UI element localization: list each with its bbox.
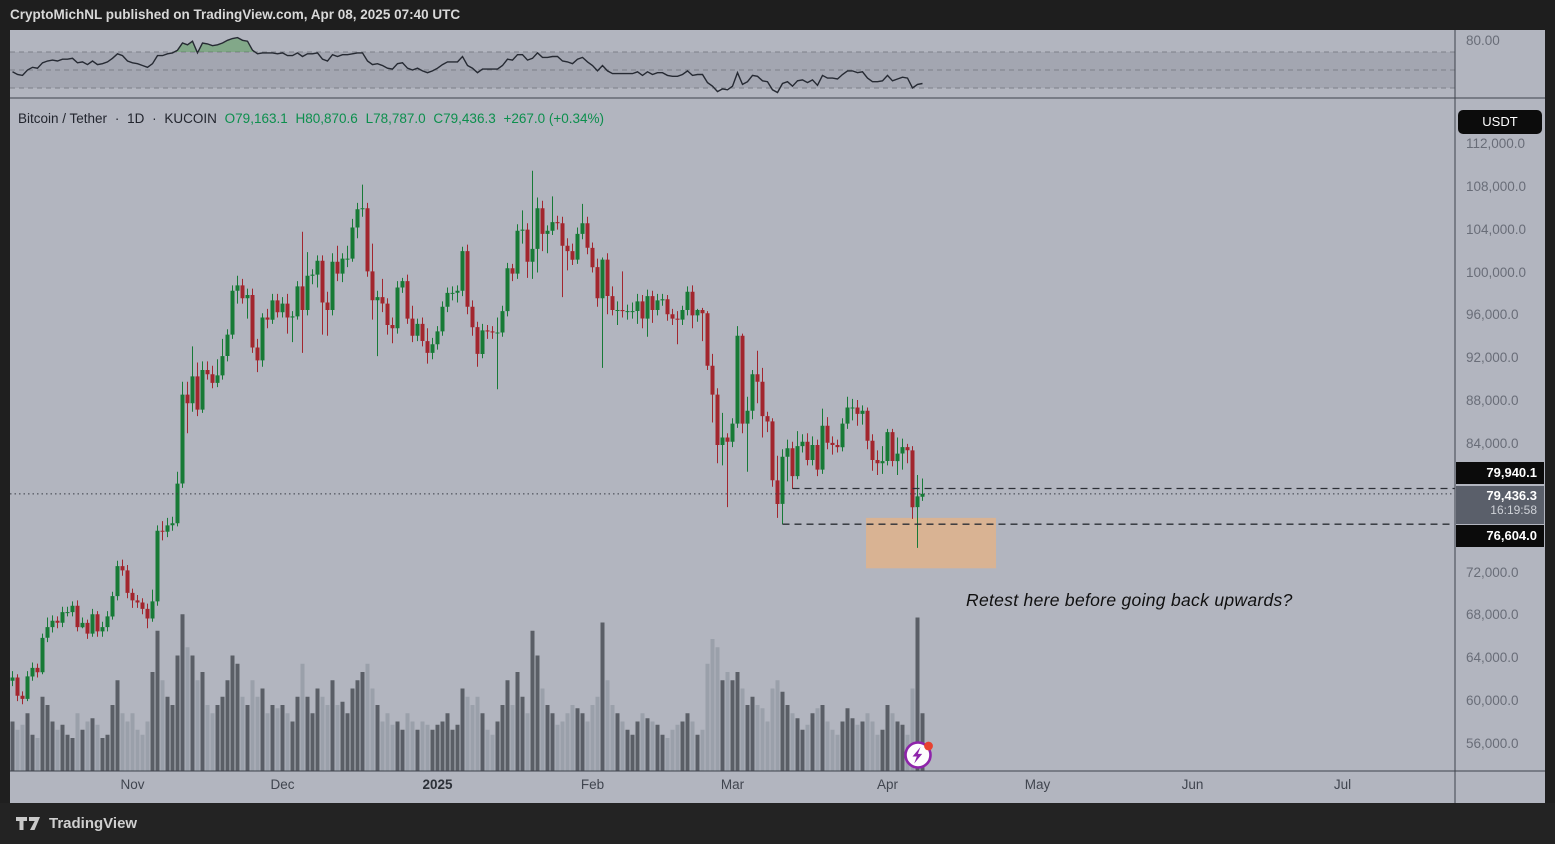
price-tick-label: 64,000.0 — [1466, 650, 1519, 666]
symbol-name[interactable]: Bitcoin / Tether — [18, 111, 108, 126]
bar-countdown: 16:19:58 — [1490, 503, 1537, 517]
time-tick-label: Apr — [876, 777, 899, 792]
lightning-badge-watermark — [904, 741, 933, 769]
time-tick-label: May — [1024, 777, 1051, 792]
chart-area[interactable]: 80.00 Bitcoin / Tether · 1D · KUCOIN O79… — [10, 30, 1545, 803]
price-tick-label: 84,000.0 — [1466, 436, 1519, 451]
current-price-label: 79,436.3 16:19:58 — [1456, 486, 1544, 524]
change-label: +267.0 (+0.34%) — [503, 111, 605, 126]
ohlc-high: H80,870.6 — [295, 111, 358, 126]
interval-label[interactable]: 1D — [127, 111, 145, 126]
current-price-value: 79,436.3 — [1486, 488, 1537, 503]
price-line-label-lower: 76,604.0 — [1456, 525, 1544, 547]
time-tick-label: Dec — [270, 777, 295, 792]
price-tick-label: 88,000.0 — [1466, 393, 1519, 409]
price-tick-label: 72,000.0 — [1466, 564, 1519, 580]
ohlc-open: O79,163.1 — [224, 111, 288, 126]
price-line-label-upper: 79,940.1 — [1456, 462, 1544, 484]
price-tick-label: 68,000.0 — [1466, 607, 1519, 623]
time-tick-label: 2025 — [422, 777, 453, 792]
price-tick-label: 96,000.0 — [1466, 307, 1519, 323]
price-tick-label: 108,000.0 — [1466, 178, 1527, 194]
price-tick-label: 104,000.0 — [1466, 221, 1527, 237]
chart-canvas — [10, 30, 1545, 803]
watermark-dot — [924, 741, 933, 751]
ohlc-low: L78,787.0 — [365, 111, 426, 126]
ohlc-close: C79,436.3 — [433, 111, 496, 126]
publish-header: CryptoMichNL published on TradingView.co… — [0, 0, 1555, 30]
tradingview-brand[interactable]: TradingView — [49, 815, 138, 832]
price-tick-label: 60,000.0 — [1466, 693, 1519, 709]
price-tick-label: 112,000.0 — [1466, 136, 1526, 151]
tradingview-logo-icon[interactable] — [16, 816, 41, 831]
publish-header-text: CryptoMichNL published on TradingView.co… — [10, 7, 461, 22]
footer-bar: TradingView — [0, 803, 1555, 844]
drawing-text-annotation[interactable]: Retest here before going back upwards? — [966, 590, 1293, 610]
time-tick-label: Jun — [1181, 777, 1204, 792]
price-tick-label: 92,000.0 — [1466, 350, 1519, 366]
separator-dot: · — [152, 111, 157, 126]
lightning-icon — [912, 747, 923, 764]
price-tick-label: 100,000.0 — [1466, 264, 1527, 280]
price-tick-label: 56,000.0 — [1466, 736, 1519, 751]
currency-badge[interactable]: USDT — [1458, 110, 1542, 134]
time-tick-label: Feb — [580, 777, 605, 792]
time-tick-label: Jul — [1333, 777, 1352, 792]
separator-dot: · — [114, 111, 120, 126]
rsi-scale-label: 80.00 — [1466, 33, 1500, 48]
symbol-title[interactable]: Bitcoin / Tether · 1D · KUCOIN O79,163.1… — [18, 111, 608, 126]
time-tick-label: Nov — [120, 777, 145, 792]
exchange-label: KUCOIN — [164, 111, 217, 126]
time-tick-label: Mar — [720, 777, 745, 792]
